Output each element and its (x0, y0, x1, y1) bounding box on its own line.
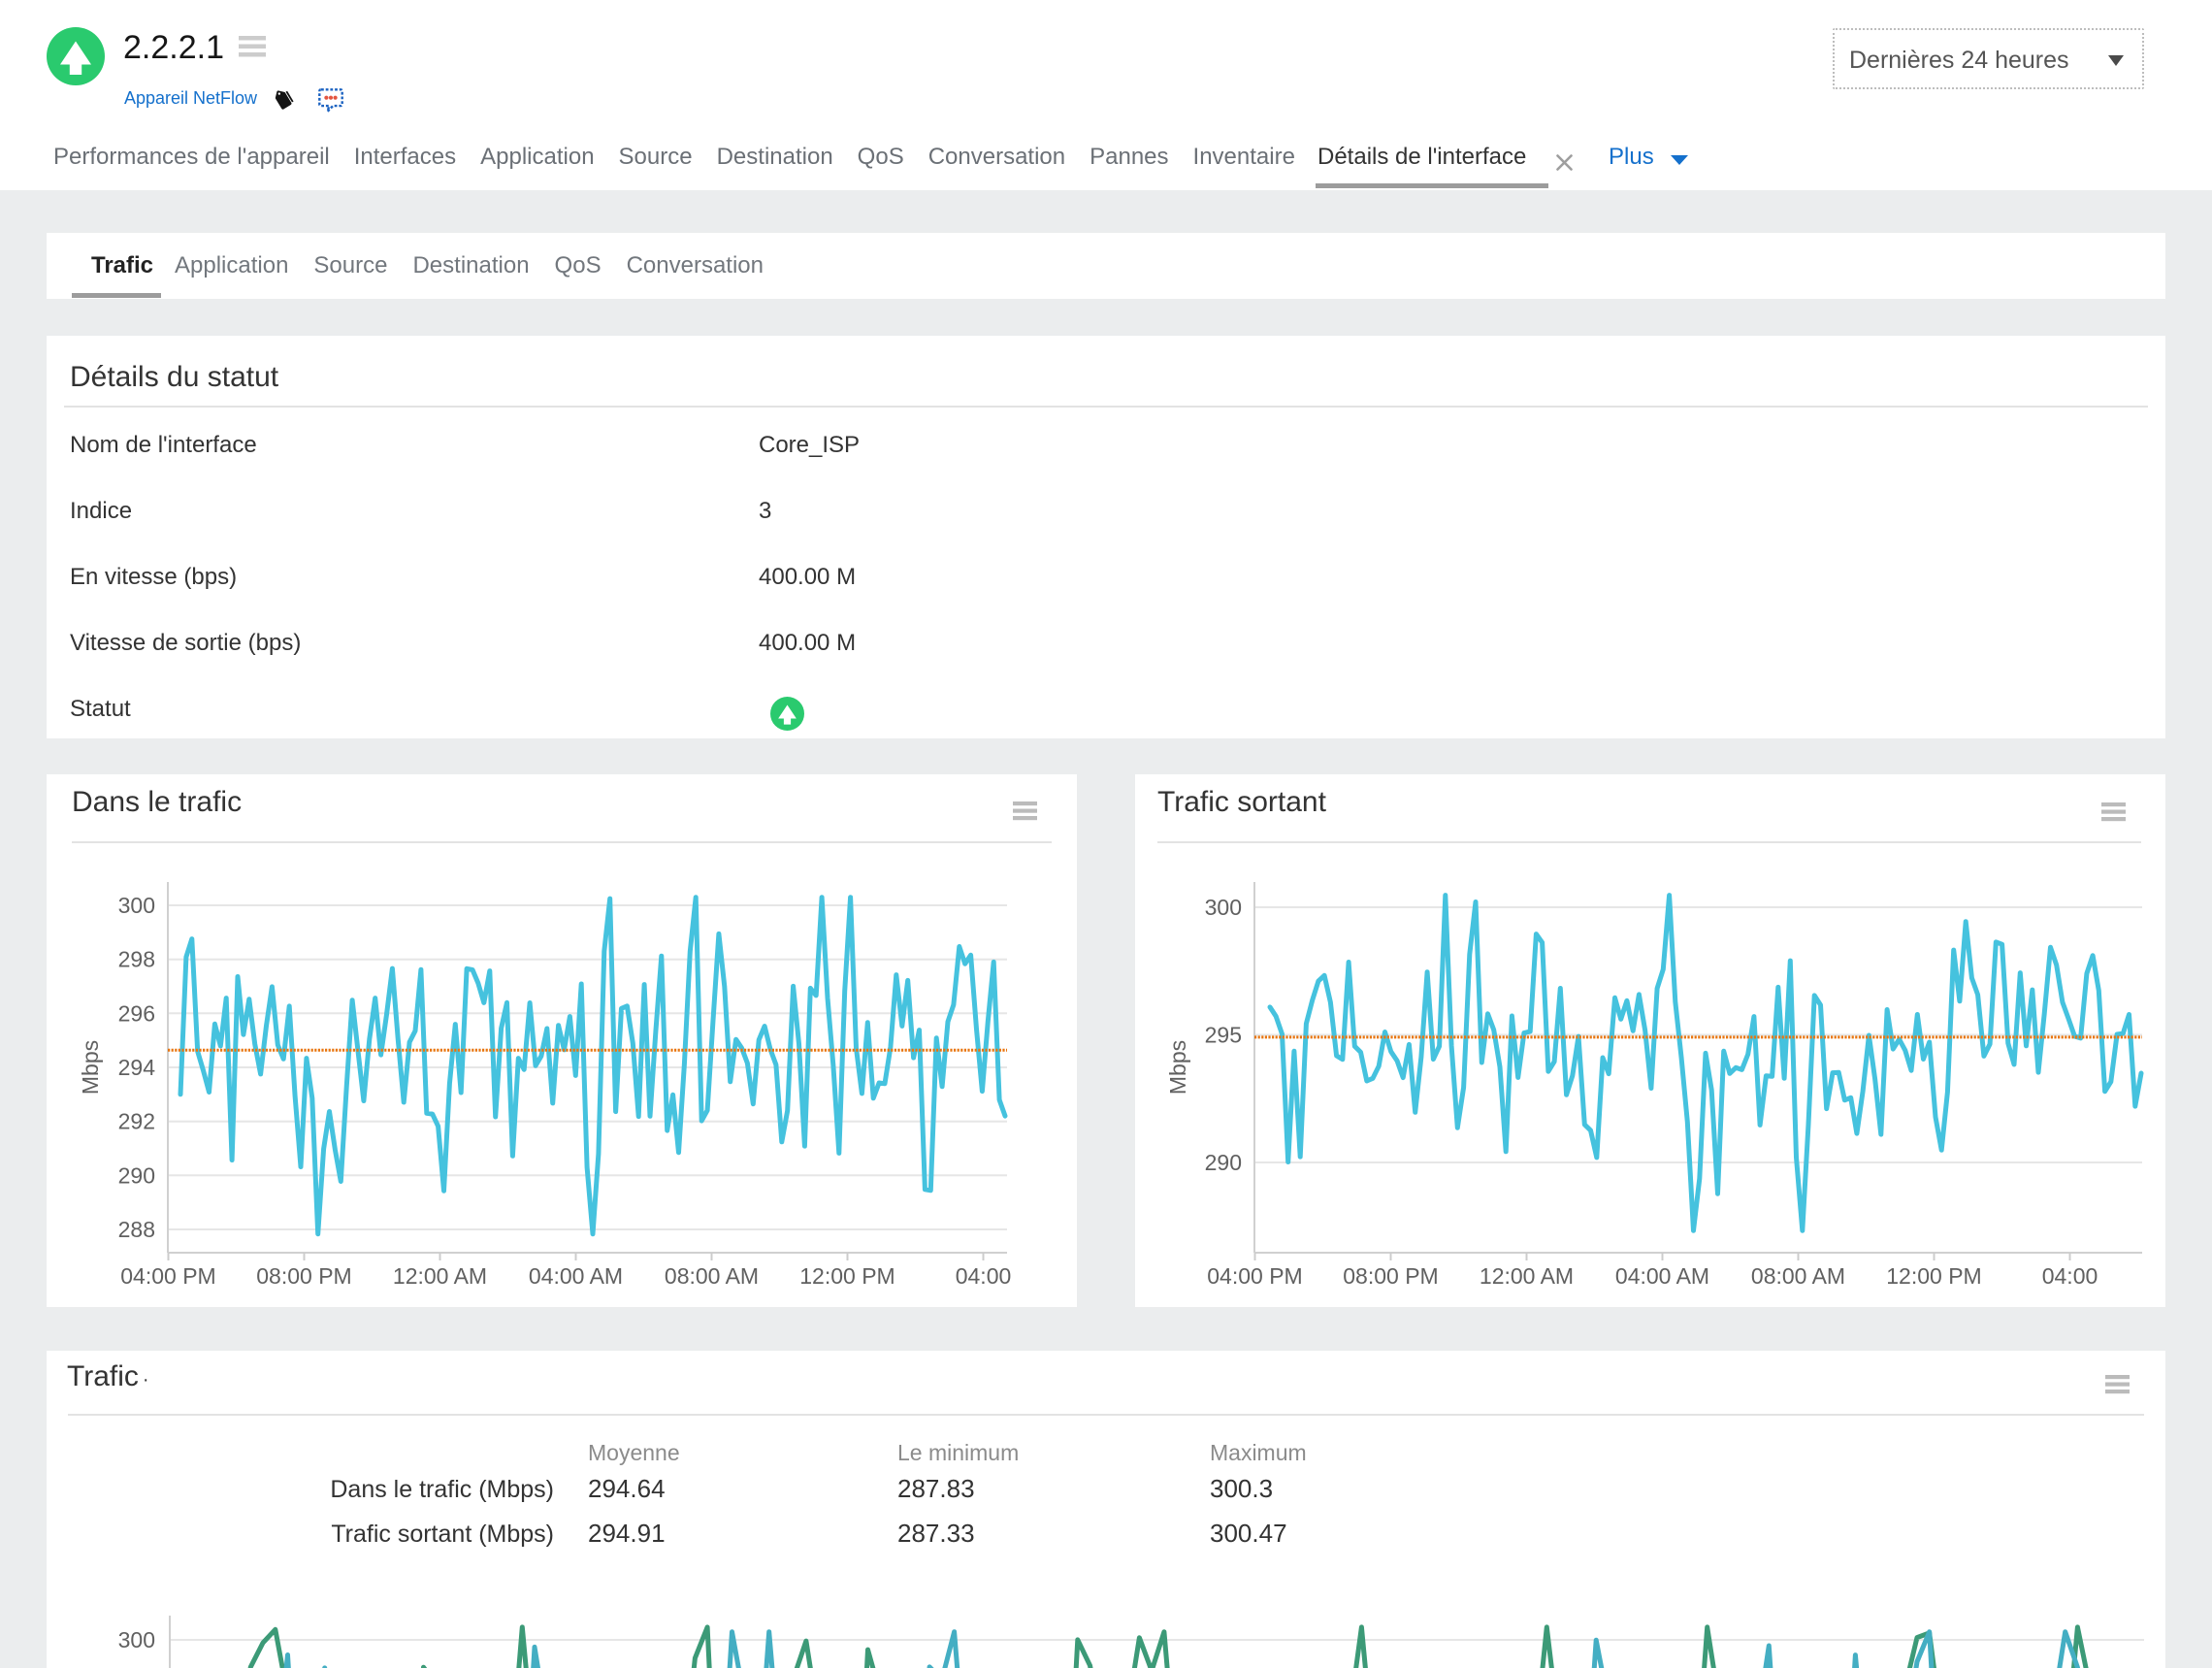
svg-text:04:00: 04:00 (956, 1263, 1012, 1289)
svg-text:08:00 PM: 08:00 PM (1343, 1263, 1438, 1289)
svg-text:290: 290 (1205, 1150, 1242, 1175)
svg-text:Mbps: Mbps (1165, 1040, 1190, 1095)
svg-text:04:00 PM: 04:00 PM (1207, 1263, 1302, 1289)
svg-text:04:00 AM: 04:00 AM (1615, 1263, 1709, 1289)
svg-text:08:00 AM: 08:00 AM (1751, 1263, 1845, 1289)
svg-text:300: 300 (118, 1627, 155, 1652)
svg-text:290: 290 (118, 1162, 155, 1188)
svg-text:12:00 AM: 12:00 AM (1480, 1263, 1574, 1289)
svg-text:288: 288 (118, 1217, 155, 1242)
svg-text:04:00 PM: 04:00 PM (120, 1263, 215, 1289)
svg-text:12:00 AM: 12:00 AM (393, 1263, 487, 1289)
svg-text:04:00: 04:00 (2042, 1263, 2098, 1289)
svg-text:296: 296 (118, 1000, 155, 1026)
svg-text:292: 292 (118, 1109, 155, 1134)
svg-text:12:00 PM: 12:00 PM (799, 1263, 895, 1289)
svg-text:08:00 PM: 08:00 PM (256, 1263, 351, 1289)
svg-text:08:00 AM: 08:00 AM (665, 1263, 759, 1289)
svg-text:298: 298 (118, 947, 155, 972)
svg-text:294: 294 (118, 1055, 156, 1080)
svg-text:295: 295 (1205, 1023, 1242, 1048)
svg-text:04:00 AM: 04:00 AM (529, 1263, 623, 1289)
svg-text:Mbps: Mbps (78, 1040, 103, 1095)
svg-text:12:00 PM: 12:00 PM (1886, 1263, 1981, 1289)
svg-text:300: 300 (118, 893, 155, 918)
svg-text:300: 300 (1205, 895, 1242, 920)
